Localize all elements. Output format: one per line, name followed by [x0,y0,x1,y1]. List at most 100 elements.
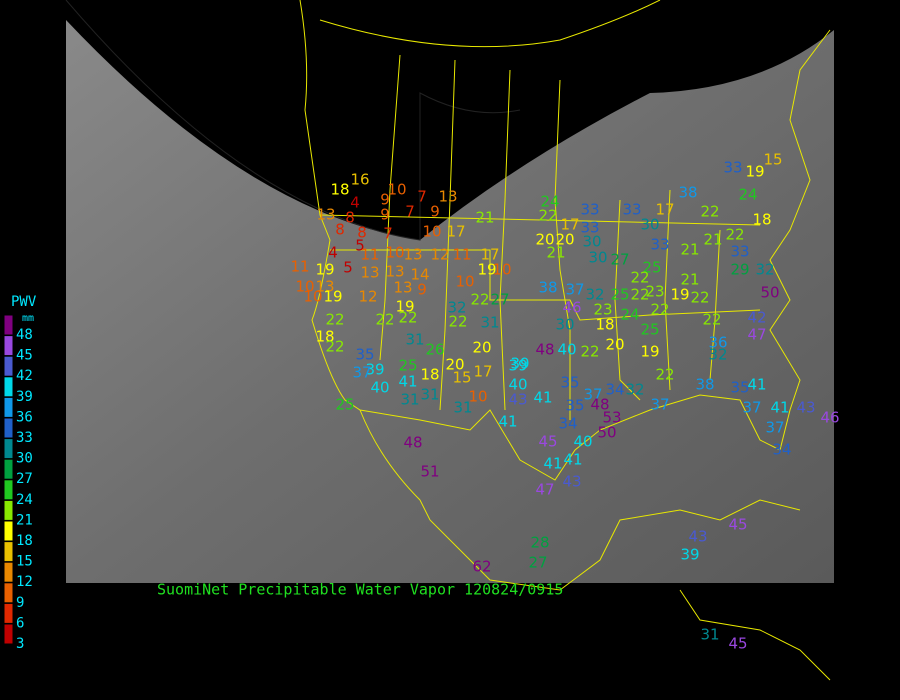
station-value: 43 [688,528,707,546]
station-value: 39 [680,546,699,564]
legend-tick-label: 27 [16,471,33,487]
legend-swatch [3,582,14,604]
no-data-top [420,0,834,240]
station-value: 33 [723,159,742,177]
station-value: 35 [355,346,374,364]
legend: PWV mm 48 45 42 39 36 33 30 27 24 21 18 15 12 9 6 3 [3,294,37,652]
station-value: 48 [403,434,422,452]
station-value: 30 [640,216,659,234]
station-value: 21 [703,231,722,249]
legend-swatch [3,499,14,521]
station-value: 11 [290,258,309,276]
station-value: 41 [747,376,766,394]
station-value: 22 [630,286,649,304]
station-value: 22 [325,338,344,356]
station-value: 32 [447,299,466,317]
station-value: 25 [640,321,659,339]
station-value: 32 [585,286,604,304]
station-value: 39 [365,361,384,379]
station-value: 42 [747,309,766,327]
station-value: 10 [455,273,474,291]
station-value: 22 [538,207,557,225]
station-value: 19 [323,288,342,306]
legend-swatch [3,458,14,480]
station-value: 22 [655,366,674,384]
station-value: 35 [560,374,579,392]
station-value: 53 [602,409,621,427]
station-value: 43 [562,473,581,491]
station-value: 36 [708,334,727,352]
legend-tick-label: 48 [16,327,33,343]
legend-swatch [3,602,14,624]
legend-swatch [3,479,14,501]
station-value: 23 [645,283,664,301]
station-value: 13 [360,264,379,282]
station-value: 13 [438,188,457,206]
legend-swatch [3,417,14,439]
station-value: 40 [557,341,576,359]
station-value: 19 [745,163,764,181]
station-value: 47 [747,326,766,344]
station-value: 19 [395,298,414,316]
station-value: 18 [330,181,349,199]
legend-swatch [3,438,14,460]
station-value: 22 [448,313,467,331]
station-value: 35 [565,397,584,415]
station-value: 21 [475,209,494,227]
station-value: 22 [398,309,417,327]
station-value: 22 [700,203,719,221]
station-value: 22 [690,289,709,307]
station-value: 11 [360,246,379,264]
station-value: 7 [383,225,393,243]
station-value: 7 [417,188,427,206]
station-value: 20 [472,339,491,357]
scan-edge [65,0,521,241]
station-value: 45 [538,433,557,451]
station-value: 24 [620,306,639,324]
station-value: 46 [562,299,581,317]
station-value: 27 [528,554,547,572]
station-value: 9 [430,203,440,221]
station-value: 34 [772,441,791,459]
legend-tick-label: 21 [16,512,33,528]
station-value: 13 [385,263,404,281]
station-value: 22 [580,343,599,361]
station-value: 10 [303,288,322,306]
legend-swatch [3,335,14,357]
station-value: 33 [730,243,749,261]
station-value: 38 [695,376,714,394]
station-value: 37 [565,281,584,299]
station-value: 46 [820,409,839,427]
station-value: 37 [650,396,669,414]
station-value: 31 [480,314,499,332]
station-value: 43 [796,399,815,417]
station-value: 30 [582,233,601,251]
legend-tick-label: 30 [16,451,33,467]
station-value: 41 [563,451,582,469]
station-value: 24 [738,186,757,204]
station-value: 40 [370,379,389,397]
station-value: 20 [605,336,624,354]
station-value: 9 [380,206,390,224]
station-value: 45 [728,635,747,653]
station-value: 10 [468,388,487,406]
station-value: 13 [393,279,412,297]
legend-tick-label: 36 [16,409,33,425]
legend-swatch [3,561,14,583]
station-value: 18 [752,211,771,229]
station-value: 31 [700,626,719,644]
legend-swatch [3,355,14,377]
station-value: 31 [405,331,424,349]
legend-swatch [3,623,14,645]
station-value: 30 [555,316,574,334]
legend-tick-label: 6 [16,615,24,631]
station-value: 13 [403,246,422,264]
station-value: 17 [480,246,499,264]
station-value: 25 [642,259,661,277]
station-value: 45 [728,516,747,534]
station-value: 30 [588,249,607,267]
station-value: 41 [770,399,789,417]
station-value: 37 [742,399,761,417]
station-value: 10 [387,181,406,199]
